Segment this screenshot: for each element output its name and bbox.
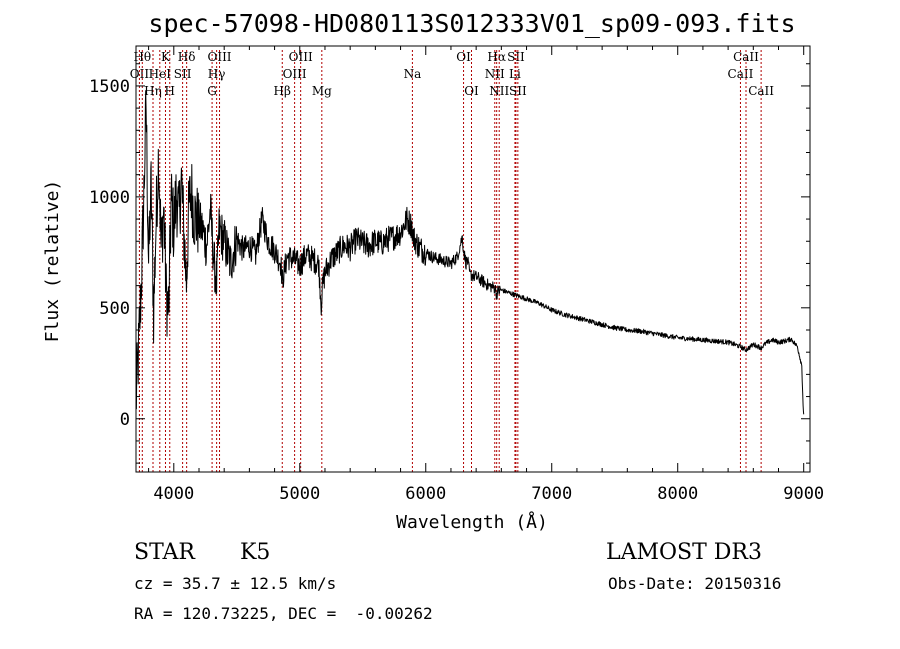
x-axis-ticks: 4000 5000 6000 7000 8000 9000	[148, 46, 824, 504]
spectral-line-label: Hη	[144, 84, 162, 98]
spectral-line-label: K	[161, 50, 171, 64]
spectral-line-markers: OII Hθ Hη HeI K H SII Hδ G Hγ OIII Hβ OIII OIII Mg Na OI…	[130, 50, 774, 472]
survey-name: LAMOST DR3	[606, 540, 762, 565]
spectral-line-label: HeI	[149, 67, 172, 81]
x-tick-label: 6000	[405, 484, 446, 504]
spectral-line-label: SII	[507, 50, 525, 64]
spectral-line-label: Na	[404, 67, 422, 81]
spectral-line-label: Hβ	[274, 84, 291, 98]
x-tick-label: 8000	[657, 484, 698, 504]
spectral-line-label: OIII	[283, 67, 307, 81]
spectrum-line	[135, 90, 805, 415]
spectral-line-label: OII	[130, 67, 150, 81]
spectral-line-label: OI	[456, 50, 471, 64]
spectral-line-label: SII	[174, 67, 192, 81]
spectral-line-label: CaII	[748, 84, 774, 98]
y-tick-label: 0	[120, 410, 130, 430]
spectral-line-label: Hα	[487, 50, 506, 64]
chart-title: spec-57098-HD080113S012333V01_sp09-093.f…	[148, 9, 795, 38]
spectral-line-label: CaII	[733, 50, 759, 64]
coordinates-readout: RA = 120.73225, DEC = -0.00262	[134, 604, 433, 623]
spectral-line-label: Li	[509, 67, 521, 81]
object-class: STAR	[134, 540, 195, 565]
object-subclass: K5	[240, 540, 271, 565]
spectral-line-label: OIII	[207, 50, 231, 64]
y-axis-ticks: 0 500 1000 1500	[89, 63, 810, 464]
spectral-line-label: Hθ	[133, 50, 151, 64]
x-axis-label: Wavelength (Å)	[396, 511, 548, 533]
spectral-line-label: NII	[485, 67, 505, 81]
obs-date: Obs-Date: 20150316	[608, 574, 782, 593]
y-tick-label: 500	[99, 299, 130, 319]
spectral-line-label: Hγ	[208, 67, 226, 81]
spectral-line-label: OI	[464, 84, 479, 98]
redshift-readout: cz = 35.7 ± 12.5 km/s	[134, 574, 337, 593]
x-tick-label: 9000	[783, 484, 824, 504]
spectral-line-label: OIII	[289, 50, 313, 64]
y-tick-label: 1000	[89, 188, 130, 208]
plot-frame	[135, 45, 811, 473]
x-tick-label: 7000	[531, 484, 572, 504]
spectral-line-label: SII	[509, 84, 527, 98]
spectral-line-label: Hδ	[178, 50, 196, 64]
y-tick-label: 1500	[89, 77, 130, 97]
spectral-line-label: H	[165, 84, 175, 98]
spectral-line-label: CaII	[728, 67, 754, 81]
y-axis-label: Flux (relative)	[42, 180, 63, 343]
spectral-line-label: NII	[489, 84, 509, 98]
spectral-line-label: Mg	[312, 84, 332, 98]
x-tick-label: 4000	[153, 484, 194, 504]
spectrum-layer	[135, 90, 805, 415]
x-tick-label: 5000	[279, 484, 320, 504]
spectral-line-label: G	[207, 84, 217, 98]
